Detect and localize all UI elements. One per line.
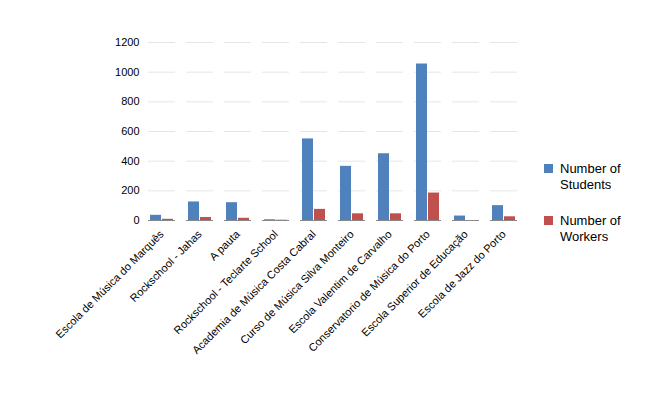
svg-text:Rockschool - Jahas: Rockschool - Jahas [128, 227, 205, 304]
svg-text:Conservatorio de Música do Por: Conservatorio de Música do Porto [305, 227, 432, 354]
html-text:Number of Students: Number of Students [560, 161, 621, 192]
svg-text:Escola de Música do Marquês: Escola de Música do Marquês [53, 227, 166, 341]
svg-text:200: 200 [121, 184, 139, 196]
svg-text:Curso de Música Silva Monteiro: Curso de Música Silva Monteiro [237, 227, 356, 346]
svg-text:400: 400 [121, 155, 139, 167]
svg-text:1200: 1200 [115, 36, 139, 48]
svg-text:Academia de Música Costa Cabra: Academia de Música Costa Cabral [189, 227, 318, 356]
html-text:Number of Workers: Number of Workers [560, 213, 621, 244]
svg-text:Escola de Jazz do Porto: Escola de Jazz do Porto [416, 228, 508, 320]
svg-text:800: 800 [121, 95, 139, 107]
svg-text:Rockschool - Teclarte School: Rockschool - Teclarte School [171, 227, 280, 337]
svg-text:Escola Valentim de Carvalho: Escola Valentim de Carvalho [286, 227, 394, 336]
svg-text:1000: 1000 [115, 66, 139, 78]
svg-text:600: 600 [121, 125, 139, 137]
svg-text:Escola Superior de Educação: Escola Superior de Educação [358, 227, 470, 339]
svg-text:0: 0 [133, 214, 139, 226]
svg-text:A pauta: A pauta [207, 227, 242, 262]
